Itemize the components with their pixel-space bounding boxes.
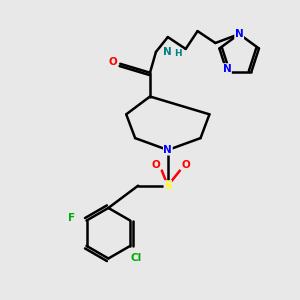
Text: Cl: Cl xyxy=(130,253,142,263)
Text: O: O xyxy=(152,160,160,170)
Text: N: N xyxy=(235,29,244,39)
Text: N: N xyxy=(164,145,172,155)
Text: O: O xyxy=(181,160,190,170)
Text: N: N xyxy=(164,47,172,57)
Text: N: N xyxy=(223,64,231,74)
Text: O: O xyxy=(109,57,117,67)
Text: F: F xyxy=(68,213,75,223)
Text: H: H xyxy=(174,49,182,58)
Text: S: S xyxy=(164,181,172,191)
